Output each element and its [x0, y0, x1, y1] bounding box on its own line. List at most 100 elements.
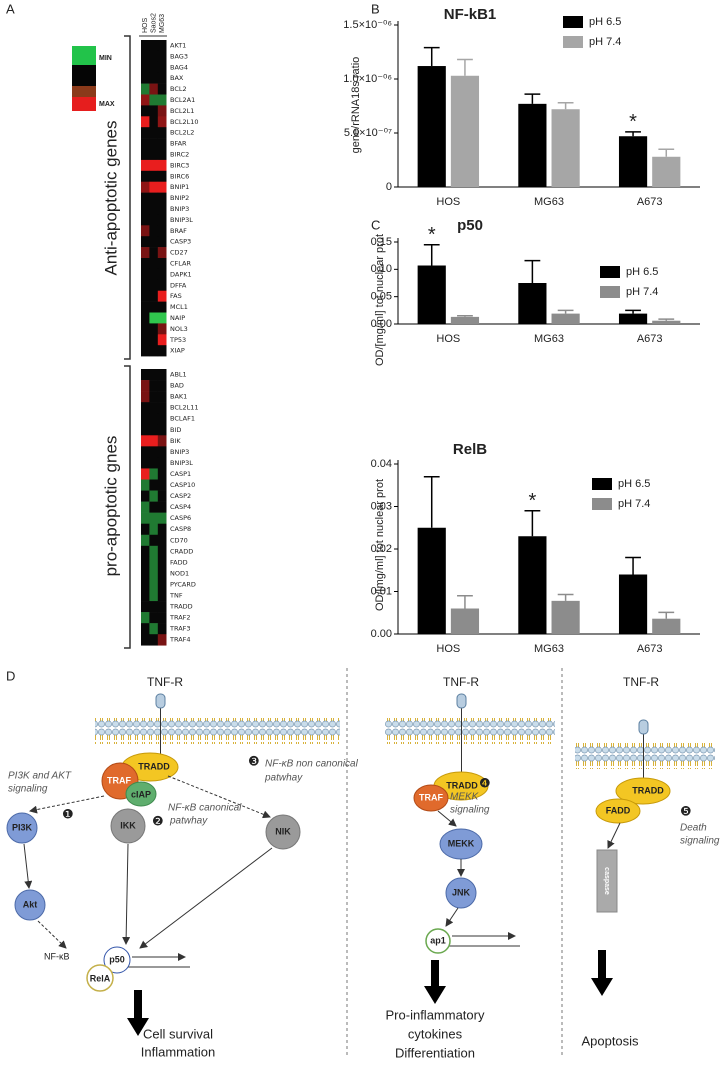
gene-label: TP53 — [169, 336, 186, 344]
bar — [618, 574, 648, 634]
receptor-label: TNF-R — [623, 675, 659, 689]
bar — [518, 536, 547, 634]
heatmap-cell — [157, 192, 167, 204]
gene-label: BIRC3 — [170, 161, 189, 169]
heatmap-cell — [149, 247, 159, 259]
heatmap-cell — [149, 512, 159, 524]
heatmap-cell — [157, 105, 167, 117]
error-bar — [524, 259, 541, 283]
panel-label: A — [6, 1, 15, 16]
step-number: ❸ — [248, 753, 260, 768]
heatmap-cell — [141, 192, 150, 204]
heatmap-cell — [157, 258, 167, 270]
heatmap-cell — [141, 402, 150, 414]
gene-label: BCL2 — [170, 85, 187, 93]
y-axis-label: OD/[mg/ml] tot nuclear prot — [374, 479, 386, 611]
gene-label: BRAF — [170, 227, 187, 235]
heatmap-cell — [149, 545, 159, 558]
y-tick-label: 0.10 — [371, 263, 392, 275]
gene-label: BAG4 — [170, 63, 188, 71]
heatmap-cell — [141, 159, 150, 172]
gene-label: DFFA — [170, 281, 187, 289]
gene-label: BCL2A1 — [170, 96, 195, 104]
heatmap-cell — [149, 578, 159, 591]
bar — [518, 103, 547, 187]
heatmap-cell — [157, 578, 167, 591]
outcome: Pro-inflammatory — [386, 1007, 485, 1022]
x-tick-label: A673 — [637, 196, 663, 208]
y-axis-label: gene/rRNA18s ratio — [350, 57, 362, 154]
heatmap-cell — [141, 523, 150, 536]
y-tick-label: 0.04 — [371, 458, 392, 470]
gene-label: TRAF2 — [169, 614, 191, 622]
pathway-label: signaling — [680, 836, 720, 847]
bar — [417, 66, 446, 187]
heatmap-cell — [149, 479, 159, 491]
heatmap-cell — [141, 612, 150, 624]
heatmap-cell — [157, 457, 167, 469]
heatmap-cell — [149, 127, 159, 139]
heatmap-cell — [141, 479, 150, 491]
heatmap-cell — [149, 83, 159, 95]
heatmap-cell — [141, 138, 150, 150]
bar — [450, 316, 480, 324]
heatmap-cell — [141, 578, 150, 591]
y-tick-label: 0.15 — [371, 236, 392, 248]
heatmap-cell — [141, 225, 150, 237]
legend-swatch — [600, 266, 620, 278]
heatmap-cell — [141, 501, 150, 513]
heatmap-cell — [141, 181, 150, 193]
legend-label: pH 7.4 — [626, 286, 658, 298]
gene-label: NAIP — [170, 314, 185, 322]
heatmap-cell — [149, 446, 159, 458]
x-tick-label: MG63 — [534, 333, 564, 345]
heatmap-cell — [157, 567, 167, 580]
heatmap-cell — [157, 203, 167, 215]
chart-title: NF-kB1 — [444, 6, 497, 23]
heatmap-cell — [141, 435, 150, 447]
heatmap-cell — [149, 105, 159, 117]
heatmap-cell — [141, 601, 150, 613]
chart-title: p50 — [457, 217, 483, 234]
gene-label: BNIP1 — [170, 183, 189, 191]
bar — [618, 313, 648, 324]
heatmap-cell — [141, 623, 150, 635]
protein: NIK — [275, 826, 291, 836]
error-bar — [457, 58, 473, 76]
heatmap-cell — [141, 170, 150, 182]
error-bar — [524, 510, 541, 537]
bar — [652, 320, 681, 324]
x-tick-label: HOS — [436, 196, 460, 208]
y-tick-label: 0.05 — [371, 291, 392, 303]
error-bar — [457, 595, 473, 609]
heatmap-cell — [149, 623, 159, 635]
x-tick-label: MG63 — [534, 643, 564, 655]
protein: TRADD — [446, 780, 478, 790]
protein: p50 — [109, 954, 125, 964]
gene-label: BAX — [170, 74, 184, 82]
heatmap-cell — [157, 413, 167, 425]
heatmap-cell — [141, 258, 150, 270]
protein: TRAF — [419, 792, 443, 802]
diagram — [6, 668, 715, 1058]
heatmap-cell — [141, 116, 150, 128]
pathway-label: signaling — [450, 805, 490, 816]
receptor-label: TNF-R — [147, 675, 183, 689]
bracket — [124, 35, 131, 360]
heatmap-cell — [141, 391, 150, 403]
heatmap-cell — [141, 312, 150, 324]
heatmap-cell — [141, 413, 150, 425]
protein: TRADD — [138, 761, 170, 771]
heatmap-cell — [157, 290, 167, 302]
heatmap-cell — [141, 556, 150, 569]
heatmap-cell — [141, 50, 150, 63]
heatmap-cell — [157, 225, 167, 237]
heatmap-cell — [149, 290, 159, 302]
y-tick-label: 0.00 — [371, 318, 392, 330]
significance-mark: * — [629, 111, 637, 133]
heatmap-cell — [141, 380, 150, 392]
heatmap-cell — [157, 345, 167, 357]
pathway-label: signaling — [8, 784, 48, 795]
y-tick-label: 5.0×10⁻⁰⁷ — [344, 127, 392, 139]
gene-label: BFAR — [170, 140, 187, 148]
